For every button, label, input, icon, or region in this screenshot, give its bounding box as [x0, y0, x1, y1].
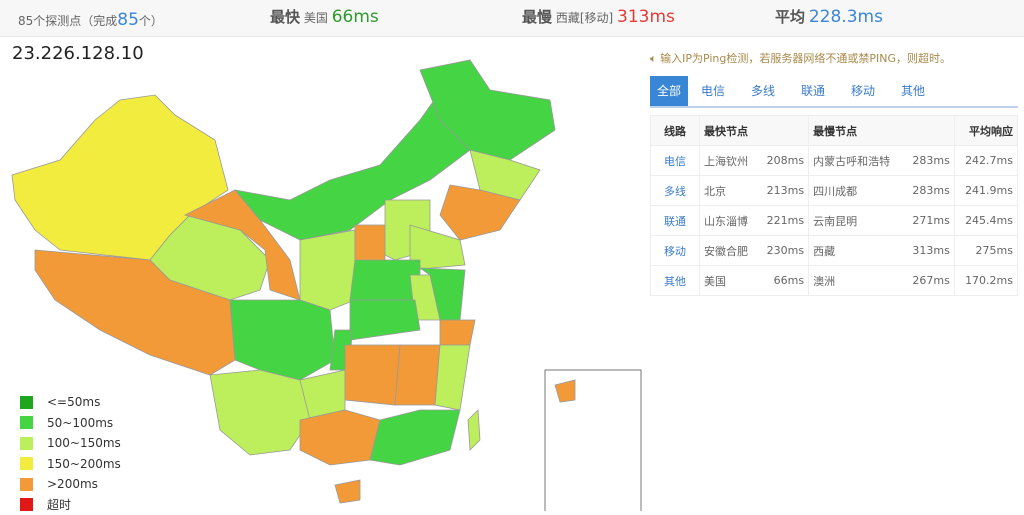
region-fujian	[435, 345, 470, 410]
legend-item: <=50ms	[20, 392, 121, 413]
line-name[interactable]: 联通	[651, 206, 700, 236]
region-guangdong	[370, 410, 460, 465]
average-ms: 170.2ms	[954, 266, 1017, 296]
legend-swatch	[20, 457, 33, 470]
fastest-node: 山东淄博	[700, 206, 758, 236]
legend-item: 100~150ms	[20, 433, 121, 454]
tab-mobile[interactable]: 移动	[838, 76, 888, 106]
tab-telecom[interactable]: 电信	[688, 76, 738, 106]
average-stat: 平均 228.3ms	[775, 6, 883, 27]
line-name[interactable]: 其他	[651, 266, 700, 296]
legend-label: <=50ms	[47, 395, 100, 409]
tab-multiline[interactable]: 多线	[738, 76, 788, 106]
region-sichuan	[230, 300, 335, 380]
legend-swatch	[20, 416, 33, 429]
slowest-node: 澳洲	[809, 266, 904, 296]
average-ms: 245.4ms	[954, 206, 1017, 236]
legend-label: >200ms	[47, 477, 98, 491]
fastest-node: 安徽合肥	[700, 236, 758, 266]
fastest-ms: 221ms	[758, 206, 809, 236]
legend-item: 50~100ms	[20, 413, 121, 434]
header-line: 线路	[651, 116, 700, 146]
slowest-ms: 283ms	[903, 176, 954, 206]
line-name[interactable]: 多线	[651, 176, 700, 206]
tab-unicom[interactable]: 联通	[788, 76, 838, 106]
slowest-ms: 267ms	[903, 266, 954, 296]
slowest-ms: 283ms	[903, 146, 954, 176]
fastest-node: 北京	[700, 176, 758, 206]
tab-all[interactable]: 全部	[650, 76, 688, 106]
tab-other[interactable]: 其他	[888, 76, 938, 106]
fastest-ms: 66ms	[758, 266, 809, 296]
speaker-icon: 🔈︎	[650, 52, 657, 65]
legend-swatch	[20, 437, 33, 450]
region-hunan	[345, 345, 400, 405]
legend: <=50ms 50~100ms 100~150ms 150~200ms >200ms 超时	[20, 392, 121, 515]
average-label: 平均	[775, 8, 805, 26]
legend-swatch	[20, 396, 33, 409]
region-hainan	[335, 480, 360, 503]
region-hubei	[350, 300, 420, 340]
average-ms: 242.7ms	[954, 146, 1017, 176]
line-name[interactable]: 电信	[651, 146, 700, 176]
region-jiangxi	[395, 345, 440, 405]
slowest-node: 云南昆明	[809, 206, 904, 236]
slowest-ms: 313ms	[903, 236, 954, 266]
legend-label: 50~100ms	[47, 416, 113, 430]
legend-label: 100~150ms	[47, 436, 121, 450]
table-header: 线路 最快节点 最慢节点 平均响应	[651, 116, 1018, 146]
region-shaanxi	[300, 230, 355, 310]
fastest-node: 美国	[700, 266, 758, 296]
legend-label: 150~200ms	[47, 457, 121, 471]
legend-swatch	[20, 478, 33, 491]
note-text: 输入IP为Ping检测，若服务器网络不通或禁PING，则超时。	[660, 52, 951, 65]
header-fastest: 最快节点	[700, 116, 809, 146]
header-slowest: 最慢节点	[809, 116, 955, 146]
slowest-node: 西藏	[809, 236, 904, 266]
legend-swatch	[20, 498, 33, 511]
ip-address: 23.226.128.10	[12, 43, 144, 64]
average-ms: 275ms	[954, 236, 1017, 266]
fastest-ms: 208ms	[758, 146, 809, 176]
region-taiwan	[468, 410, 480, 450]
ping-note: 🔈︎ 输入IP为Ping检测，若服务器网络不通或禁PING，则超时。	[650, 50, 951, 66]
average-ms: 241.9ms	[954, 176, 1017, 206]
legend-item: >200ms	[20, 474, 121, 495]
fastest-node: 上海钦州	[700, 146, 758, 176]
isp-tabs: 全部 电信 多线 联通 移动 其他	[650, 76, 1018, 108]
fastest-ms: 230ms	[758, 236, 809, 266]
fastest-ms: 213ms	[758, 176, 809, 206]
region-henan	[350, 260, 420, 300]
region-zhejiang	[440, 320, 475, 345]
slowest-node: 四川成都	[809, 176, 904, 206]
average-value: 228.3ms	[809, 7, 883, 27]
slowest-node: 内蒙古呼和浩特	[809, 146, 904, 176]
line-name[interactable]: 移动	[651, 236, 700, 266]
region-guangxi	[300, 410, 380, 465]
region-yunnan	[210, 370, 310, 455]
legend-item: 超时	[20, 495, 121, 515]
slowest-ms: 271ms	[903, 206, 954, 236]
legend-item: 150~200ms	[20, 454, 121, 475]
header-average: 平均响应	[954, 116, 1017, 146]
